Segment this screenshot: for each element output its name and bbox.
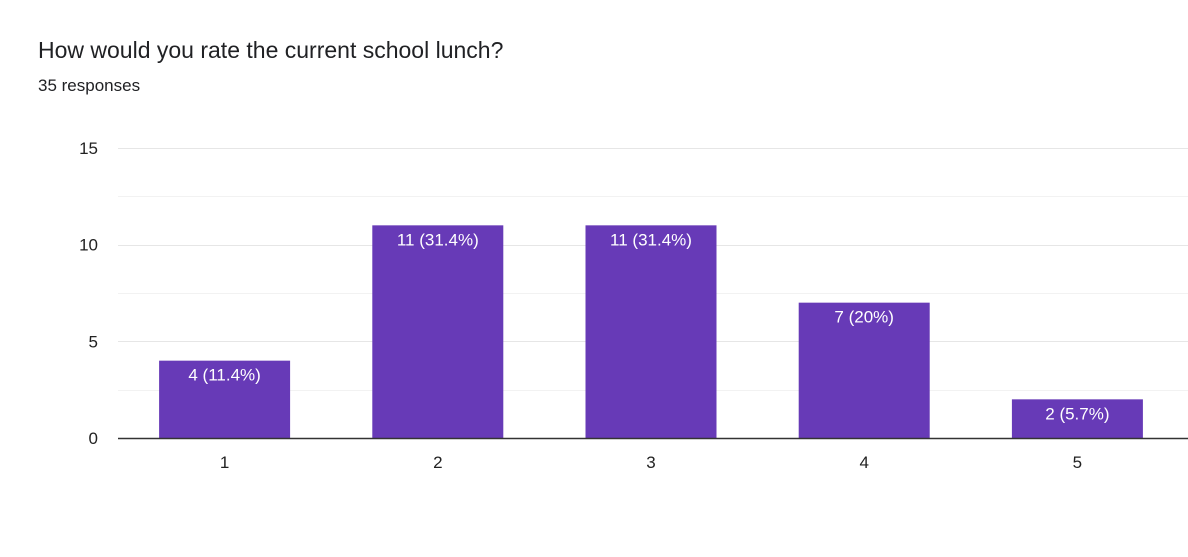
x-tick-label: 1 [220, 453, 229, 472]
bar-data-label: 4 (11.4%) [188, 366, 260, 385]
bar-data-label: 7 (20%) [834, 308, 894, 327]
x-tick-label: 5 [1073, 453, 1082, 472]
y-tick-label: 0 [89, 429, 98, 448]
bar-data-label: 11 (31.4%) [397, 230, 479, 249]
labels: 0 5 10 15 4 (11.4%) 1 11 (31.4%) 2 11 (31.4%) 3 7 … [79, 139, 1109, 472]
y-tick-label: 10 [79, 236, 98, 255]
bar [159, 360, 291, 438]
bar [1011, 399, 1143, 438]
x-tick-label: 4 [859, 453, 868, 472]
bar [798, 302, 930, 438]
y-tick-label: 15 [79, 139, 98, 158]
response-count: 35 responses [38, 76, 141, 95]
bars [159, 225, 1143, 438]
y-tick-label: 5 [89, 332, 98, 351]
bar [585, 225, 717, 438]
bar-data-label: 11 (31.4%) [610, 230, 692, 249]
bar-data-label: 2 (5.7%) [1045, 404, 1109, 423]
bar [372, 225, 504, 438]
x-tick-label: 2 [433, 453, 442, 472]
question-title: How would you rate the current school lu… [38, 37, 504, 63]
x-tick-label: 3 [646, 453, 655, 472]
